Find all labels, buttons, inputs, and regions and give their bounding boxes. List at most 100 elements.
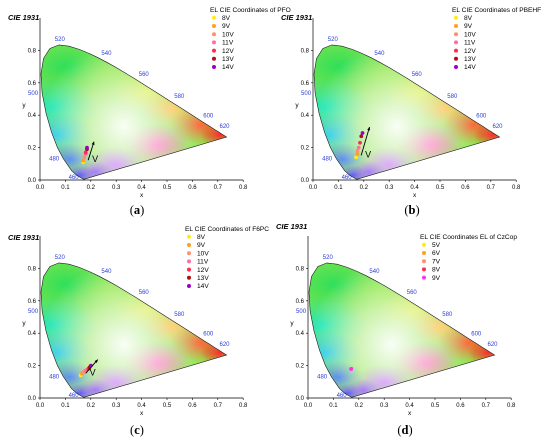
x-axis-label: x bbox=[408, 410, 412, 417]
wavelength-label: 480 bbox=[49, 374, 60, 380]
spectral-locus bbox=[308, 262, 496, 398]
y-tick-label: 0.6 bbox=[28, 81, 37, 87]
legend-entry: 10V bbox=[197, 250, 209, 257]
wavelength-label: 560 bbox=[412, 72, 423, 78]
data-point-9V bbox=[81, 158, 86, 163]
voltage-arrow-head bbox=[91, 141, 95, 146]
legend-entry: 9V bbox=[464, 23, 473, 30]
x-tick-label: 0.7 bbox=[214, 403, 223, 409]
legend-marker bbox=[212, 48, 216, 53]
y-axis-label: y bbox=[290, 320, 294, 327]
legend-marker bbox=[212, 32, 216, 37]
chart-title: CIE 1931 bbox=[8, 13, 39, 22]
y-tick-label: 0.8 bbox=[28, 266, 37, 272]
y-tick-label: 0.2 bbox=[28, 364, 37, 370]
x-tick-label: 0.2 bbox=[355, 403, 364, 409]
wavelength-label: 520 bbox=[55, 37, 66, 43]
x-tick-label: 0.8 bbox=[507, 403, 516, 409]
wavelength-label: 600 bbox=[476, 114, 487, 120]
wavelength-label: 500 bbox=[296, 309, 307, 315]
wavelength-label: 620 bbox=[220, 342, 231, 348]
x-axis-label: x bbox=[413, 192, 417, 199]
legend-entry: 10V bbox=[222, 31, 234, 38]
voltage-arrow-head bbox=[94, 359, 98, 363]
legend-entry: 9V bbox=[222, 23, 231, 30]
x-tick-label: 0.5 bbox=[163, 185, 172, 191]
x-tick-label: 0.5 bbox=[163, 403, 172, 409]
voltage-label: V bbox=[92, 154, 98, 164]
legend-entry: 12V bbox=[197, 267, 209, 274]
legend-entry: 8V bbox=[222, 15, 231, 22]
y-tick-label: 0.2 bbox=[301, 146, 310, 152]
x-tick-label: 0.0 bbox=[36, 403, 45, 409]
spectral-locus bbox=[40, 262, 228, 398]
y-tick-label: 0.6 bbox=[301, 81, 310, 87]
x-tick-label: 0.4 bbox=[137, 185, 146, 191]
chart-title: CIE 1931 bbox=[8, 233, 39, 242]
wavelength-label: 560 bbox=[407, 290, 418, 296]
x-tick-label: 0.6 bbox=[188, 185, 197, 191]
legend-marker bbox=[454, 32, 458, 37]
y-axis-label: y bbox=[295, 102, 299, 109]
wavelength-label: 620 bbox=[220, 124, 231, 130]
chart-panel-c: 0.0 0.1 0.2 0.3 0.4 0.5 0.6 0.7 0.8 0.0 0.2 0.4 0.6 0… bbox=[8, 226, 269, 437]
x-tick-label: 0.2 bbox=[87, 185, 96, 191]
y-tick-label: 0.2 bbox=[296, 364, 305, 370]
legend-entry: 11V bbox=[197, 259, 209, 266]
voltage-arrow bbox=[360, 126, 370, 156]
legend-marker bbox=[422, 259, 426, 264]
x-tick-label: 0.0 bbox=[36, 185, 45, 191]
panel-label: (d) bbox=[397, 423, 412, 437]
x-tick-label: 0.4 bbox=[410, 185, 419, 191]
x-tick-label: 0.3 bbox=[385, 185, 394, 191]
panel-label: (b) bbox=[404, 203, 419, 217]
legend-marker bbox=[187, 259, 191, 264]
legend-entry: 9V bbox=[197, 242, 206, 249]
voltage-label: V bbox=[90, 367, 96, 377]
legend-marker bbox=[454, 15, 458, 20]
legend: EL CIE Coordinates of F6PC8V9V10V11V12V1… bbox=[185, 226, 269, 290]
y-tick-label: 0.4 bbox=[296, 331, 305, 337]
legend-marker bbox=[212, 40, 216, 45]
legend-title: EL CIE Coordinates EL of CzCop bbox=[420, 234, 517, 241]
legend-marker bbox=[212, 56, 216, 61]
legend-marker bbox=[212, 15, 216, 20]
data-point-12V bbox=[358, 140, 362, 145]
x-tick-label: 0.0 bbox=[309, 185, 318, 191]
panel-label: (c) bbox=[130, 423, 144, 437]
voltage-label: V bbox=[365, 149, 371, 159]
x-tick-label: 0.1 bbox=[61, 403, 70, 409]
wavelength-label: 500 bbox=[28, 91, 39, 97]
x-tick-label: 0.6 bbox=[461, 185, 470, 191]
legend-entry: 13V bbox=[222, 56, 234, 63]
legend-marker bbox=[454, 56, 458, 61]
data-point-13V bbox=[359, 134, 364, 139]
legend-marker bbox=[187, 267, 191, 272]
x-tick-label: 0.2 bbox=[87, 403, 96, 409]
y-tick-label: 0.8 bbox=[301, 48, 310, 54]
wavelength-label: 600 bbox=[203, 114, 214, 120]
wavelength-label: 520 bbox=[328, 37, 339, 43]
y-tick-label: 0.0 bbox=[301, 178, 310, 184]
legend-entry: 8V bbox=[464, 15, 473, 22]
wavelength-label: 600 bbox=[471, 332, 482, 338]
x-tick-label: 0.7 bbox=[482, 403, 491, 409]
legend-entry: 12V bbox=[464, 48, 476, 55]
wavelength-label: 540 bbox=[101, 269, 112, 275]
chart-title: CIE 1931 bbox=[276, 222, 307, 231]
wavelength-label: 540 bbox=[101, 51, 112, 57]
y-tick-label: 0.4 bbox=[28, 331, 37, 337]
legend-marker bbox=[187, 284, 191, 288]
legend-entry: 6V bbox=[432, 250, 441, 257]
y-tick-label: 0.6 bbox=[28, 299, 37, 305]
x-tick-label: 0.2 bbox=[360, 185, 369, 191]
x-axis-label: x bbox=[140, 192, 144, 199]
wavelength-label: 500 bbox=[301, 91, 312, 97]
wavelength-label: 580 bbox=[174, 312, 185, 318]
x-axis-label: x bbox=[140, 410, 144, 417]
voltage-arrow-head bbox=[367, 127, 371, 131]
legend-marker bbox=[187, 275, 191, 280]
